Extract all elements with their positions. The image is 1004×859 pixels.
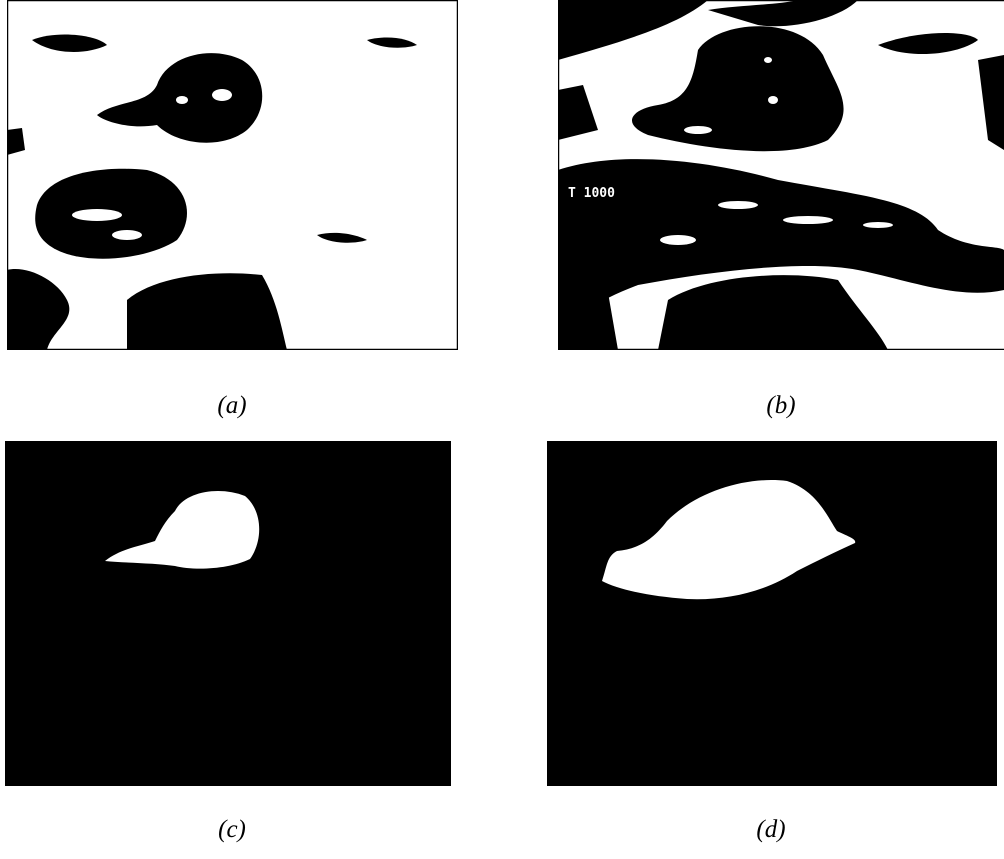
panel-label: (d) [711, 816, 831, 844]
panel-b-image: T 1000 [558, 0, 1004, 350]
panel-d-image [547, 441, 997, 786]
panel-label: (c) [172, 816, 292, 844]
panel-a-image [7, 0, 458, 350]
panel-c-image [5, 441, 451, 786]
panel-label: (b) [721, 392, 841, 420]
panel-label: (a) [172, 392, 292, 420]
overlay-text: T 1000 [568, 186, 615, 201]
figure: T 1000 (a) (b) (c) (d) [0, 0, 1004, 859]
